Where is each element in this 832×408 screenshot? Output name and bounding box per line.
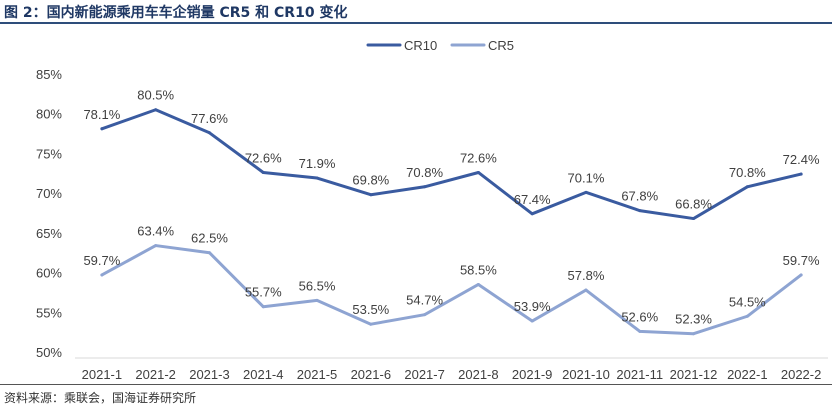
legend-label-cr10: CR10 [404, 38, 437, 53]
data-label: 70.1% [568, 170, 605, 185]
data-label: 52.6% [621, 309, 658, 324]
data-point [584, 190, 588, 194]
data-label: 56.5% [299, 278, 336, 293]
data-point [315, 298, 319, 302]
data-label: 70.8% [729, 165, 766, 180]
data-point [423, 313, 427, 317]
data-point [261, 170, 265, 174]
data-point [584, 288, 588, 292]
data-label: 62.5% [191, 231, 228, 246]
data-label: 72.6% [460, 150, 497, 165]
data-point [369, 193, 373, 197]
x-tick-label: 2021-9 [512, 367, 552, 382]
data-point [207, 131, 211, 135]
data-point [261, 305, 265, 309]
x-tick-label: 2021-6 [351, 367, 391, 382]
figure-title: 图 2：国内新能源乘用车车企销量 CR5 和 CR10 变化 [4, 5, 348, 21]
data-label: 67.8% [621, 189, 658, 204]
data-label: 70.8% [406, 165, 443, 180]
data-point [745, 314, 749, 318]
data-point [638, 329, 642, 333]
y-tick-label: 55% [36, 305, 62, 320]
series-line-cr5 [100, 244, 803, 336]
series-line-cr10 [100, 108, 803, 221]
data-point [530, 319, 534, 323]
x-tick-label: 2021-2 [135, 367, 175, 382]
data-label: 71.9% [299, 156, 336, 171]
data-label: 53.5% [352, 302, 389, 317]
legend-label-cr5: CR5 [488, 38, 514, 53]
data-point [638, 209, 642, 213]
data-label: 63.4% [137, 224, 174, 239]
data-label: 53.9% [514, 299, 551, 314]
x-tick-label: 2021-10 [562, 367, 610, 382]
line-chart: 50% 55% 60% 65% 70% 75% 80% 85% 2021-1 2021-2 2021… [36, 38, 828, 382]
x-tick-label: 2021-3 [189, 367, 229, 382]
y-tick-label: 50% [36, 345, 62, 360]
data-point [154, 244, 158, 248]
y-tick-label: 65% [36, 226, 62, 241]
data-point [154, 108, 158, 112]
data-point [692, 332, 696, 336]
x-tick-label: 2022-2 [781, 367, 821, 382]
x-tick-label: 2021-12 [670, 367, 718, 382]
x-tick-label: 2021-4 [243, 367, 283, 382]
data-label: 69.8% [352, 173, 389, 188]
y-tick-label: 85% [36, 67, 62, 82]
data-label: 55.7% [245, 285, 282, 300]
data-label: 59.7% [83, 253, 120, 268]
figure-title-bar: 图 2：国内新能源乘用车车企销量 CR5 和 CR10 变化 [0, 0, 832, 24]
x-tick-label: 2021-8 [458, 367, 498, 382]
data-point [476, 170, 480, 174]
data-label: 72.4% [783, 152, 820, 167]
data-label: 57.8% [568, 268, 605, 283]
data-point [369, 322, 373, 326]
data-label: 52.3% [675, 312, 712, 327]
data-label: 78.1% [83, 107, 120, 122]
x-tick-label: 2021-1 [82, 367, 122, 382]
data-point [799, 273, 803, 277]
data-label: 77.6% [191, 111, 228, 126]
data-label: 58.5% [460, 262, 497, 277]
data-point [423, 185, 427, 189]
data-label: 66.8% [675, 197, 712, 212]
data-point [207, 251, 211, 255]
data-point [799, 172, 803, 176]
y-tick-label: 80% [36, 107, 62, 122]
data-point [530, 212, 534, 216]
source-bar: 资料来源：乘联会，国海证券研究所 [0, 384, 832, 408]
data-label: 54.7% [406, 293, 443, 308]
y-tick-label: 75% [36, 146, 62, 161]
data-label: 80.5% [137, 88, 174, 103]
data-label: 54.5% [729, 294, 766, 309]
x-tick-label: 2021-5 [297, 367, 337, 382]
data-point [100, 273, 104, 277]
data-label: 59.7% [783, 253, 820, 268]
source-note: 资料来源：乘联会，国海证券研究所 [4, 391, 197, 405]
data-point [476, 282, 480, 286]
data-point [692, 217, 696, 221]
data-label: 72.6% [245, 150, 282, 165]
data-point [315, 176, 319, 180]
data-label: 67.4% [514, 192, 551, 207]
y-tick-label: 60% [36, 266, 62, 281]
data-point [100, 127, 104, 131]
data-point [745, 185, 749, 189]
x-tick-label: 2022-1 [727, 367, 767, 382]
x-tick-label: 2021-11 [616, 367, 663, 382]
x-tick-label: 2021-7 [404, 367, 444, 382]
y-tick-label: 70% [36, 186, 62, 201]
